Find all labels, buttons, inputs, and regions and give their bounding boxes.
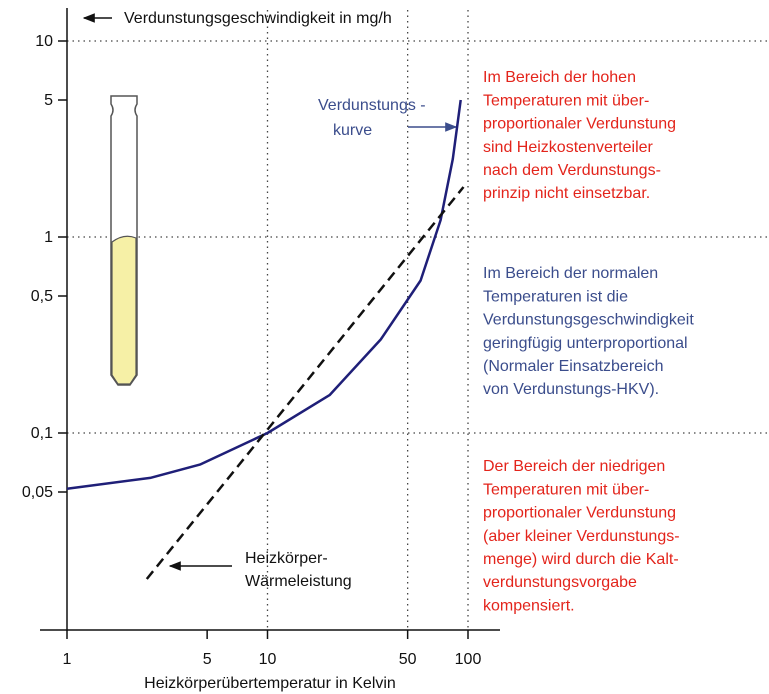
annotation-line: Der Bereich der niedrigen [483,458,665,475]
x-tick-label: 5 [203,651,212,668]
grid [67,10,769,630]
annotation-line: kompensiert. [483,597,575,614]
annotation-line: proportionaler Verdunstung [483,505,676,522]
series-label: Heizkörper- [245,550,328,567]
annotation-line: (Normaler Einsatzbereich [483,358,664,375]
x-tick-label: 10 [259,651,277,668]
annotation-line: Verdunstungsgeschwindigkeit [483,312,694,329]
annotation-line: nach dem Verdunstungs- [483,162,661,179]
series-line [66,99,462,490]
y-tick-label: 10 [35,33,53,50]
series-line [145,186,465,580]
annotation-line: Im Bereich der normalen [483,265,658,282]
annotation-line: prinzip nicht einsetzbar. [483,185,650,202]
series-label: Wärmeleistung [245,573,352,590]
y-axis-title: Verdunstungsgeschwindigkeit in mg/h [124,10,392,27]
series-label: Verdunstungs - [318,97,426,114]
test-tube [110,95,138,386]
y-tick-label: 1 [44,229,53,246]
series-label: kurve [333,122,372,139]
annotation-line: geringfügig unterproportional [483,335,688,352]
y-tick-label: 0,05 [22,484,53,501]
y-tick-label: 5 [44,92,53,109]
x-tick-label: 1 [63,651,72,668]
annotation-line: proportionaler Verdunstung [483,116,676,133]
x-tick-label: 50 [399,651,417,668]
annotation-line: Temperaturen ist die [483,288,628,305]
y-tick-label: 0,1 [31,425,53,442]
x-tick-label: 100 [455,651,482,668]
annotation-line: Temperaturen mit über- [483,481,649,498]
y-tick-label: 0,5 [31,288,53,305]
annotation-line: (aber kleiner Verdunstungs- [483,528,680,545]
annotation-line: Im Bereich der hohen [483,69,636,86]
annotation-line: Temperaturen mit über- [483,92,649,109]
annotation-line: verdunstungsvorgabe [483,574,637,591]
annotation-line: menge) wird durch die Kalt- [483,551,679,568]
annotation-line: von Verdunstungs-HKV). [483,381,659,398]
annotation-line: sind Heizkostenverteiler [483,139,654,156]
x-axis-title: Heizkörperübertemperatur in Kelvin [144,675,396,692]
